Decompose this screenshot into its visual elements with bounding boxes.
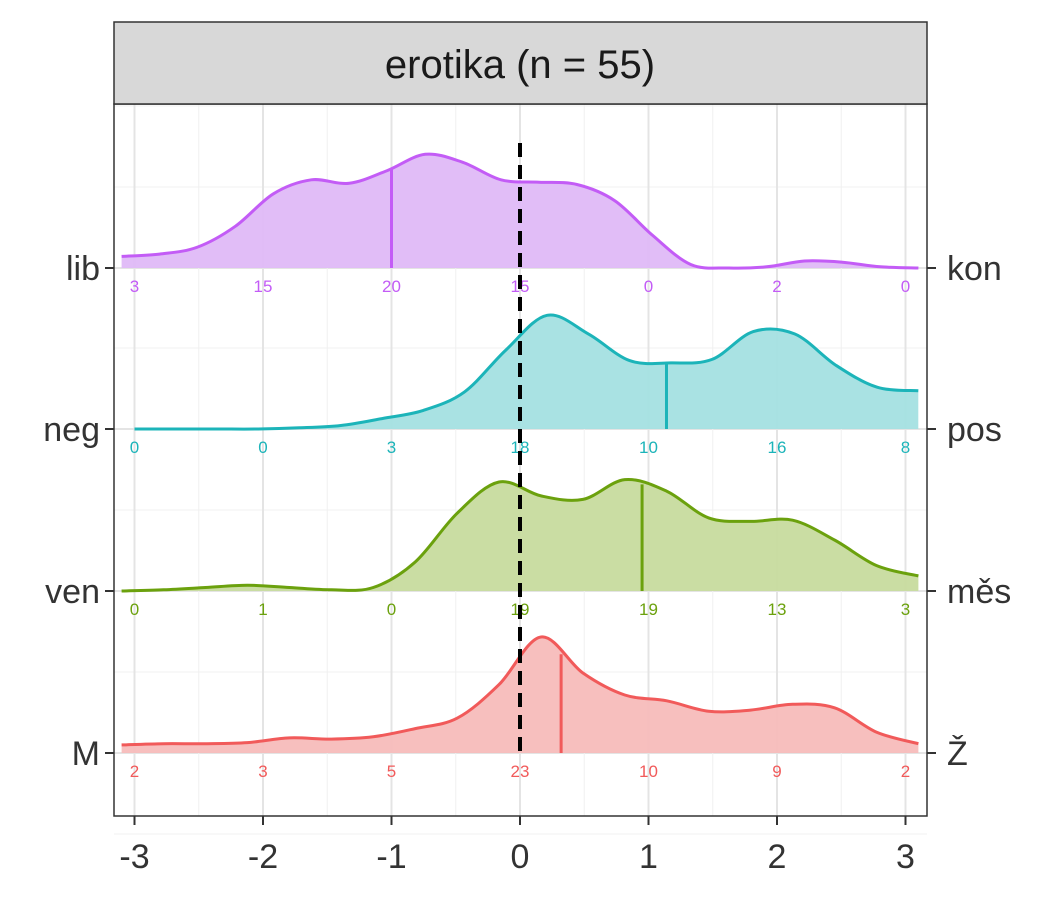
y-label-right: pos bbox=[947, 411, 1002, 449]
y-label-right: kon bbox=[947, 250, 1002, 288]
count-label: 20 bbox=[382, 277, 401, 296]
y-label-left: lib bbox=[66, 250, 100, 288]
count-label: 2 bbox=[772, 277, 781, 296]
count-label: 9 bbox=[772, 762, 781, 781]
count-label: 23 bbox=[511, 762, 530, 781]
x-tick-label: 3 bbox=[896, 838, 915, 876]
count-label: 0 bbox=[258, 438, 267, 457]
y-axis-left: lib neg ven M bbox=[43, 250, 114, 773]
count-label: 3 bbox=[258, 762, 267, 781]
x-axis: -3 -2 -1 0 1 2 3 bbox=[119, 816, 915, 876]
count-label: 5 bbox=[387, 762, 396, 781]
count-label: 0 bbox=[130, 438, 139, 457]
x-tick-label: -1 bbox=[376, 838, 406, 876]
count-label: 13 bbox=[768, 600, 787, 619]
count-label: 18 bbox=[511, 438, 530, 457]
y-label-left: neg bbox=[43, 411, 100, 449]
count-label: 10 bbox=[639, 438, 658, 457]
x-tick-label: -3 bbox=[119, 838, 149, 876]
density-area bbox=[134, 314, 919, 430]
x-tick-label: 2 bbox=[768, 838, 787, 876]
density-line bbox=[134, 313, 919, 431]
count-label: 15 bbox=[254, 277, 273, 296]
count-label: 0 bbox=[130, 600, 139, 619]
count-label: 16 bbox=[768, 438, 787, 457]
count-label: 2 bbox=[901, 762, 910, 781]
count-label: 3 bbox=[387, 438, 396, 457]
count-label: 0 bbox=[387, 600, 396, 619]
facet-strip-background bbox=[113, 21, 928, 105]
count-label: 2 bbox=[130, 762, 139, 781]
y-label-left: ven bbox=[45, 573, 100, 611]
y-axis-right: kon pos měs Ž bbox=[927, 250, 1011, 773]
ridge-neg: 0 0 3 18 10 16 8 bbox=[130, 313, 919, 457]
density-area bbox=[121, 479, 919, 591]
ridge-ven: 0101919133 bbox=[121, 477, 919, 619]
count-label: 8 bbox=[901, 438, 910, 457]
count-label: 0 bbox=[901, 277, 910, 296]
facet-strip: erotika (n = 55) bbox=[113, 21, 928, 105]
count-label: 19 bbox=[639, 600, 658, 619]
y-label-left: M bbox=[72, 735, 100, 773]
count-label: 10 bbox=[639, 762, 658, 781]
x-tick-label: -2 bbox=[248, 838, 278, 876]
y-label-right: měs bbox=[947, 573, 1011, 611]
density-line bbox=[121, 152, 919, 270]
y-label-right: Ž bbox=[947, 735, 968, 773]
count-label: 1 bbox=[258, 600, 267, 619]
count-label: 3 bbox=[901, 600, 910, 619]
x-tick-label: 0 bbox=[511, 838, 530, 876]
plot-panel: 315201502000318101680101919133235231092-… bbox=[43, 103, 1011, 876]
x-tick-label: 1 bbox=[639, 838, 658, 876]
density-line bbox=[121, 477, 919, 593]
facet-title: erotika (n = 55) bbox=[385, 43, 655, 87]
count-label: 3 bbox=[130, 277, 139, 296]
count-label: 0 bbox=[644, 277, 653, 296]
